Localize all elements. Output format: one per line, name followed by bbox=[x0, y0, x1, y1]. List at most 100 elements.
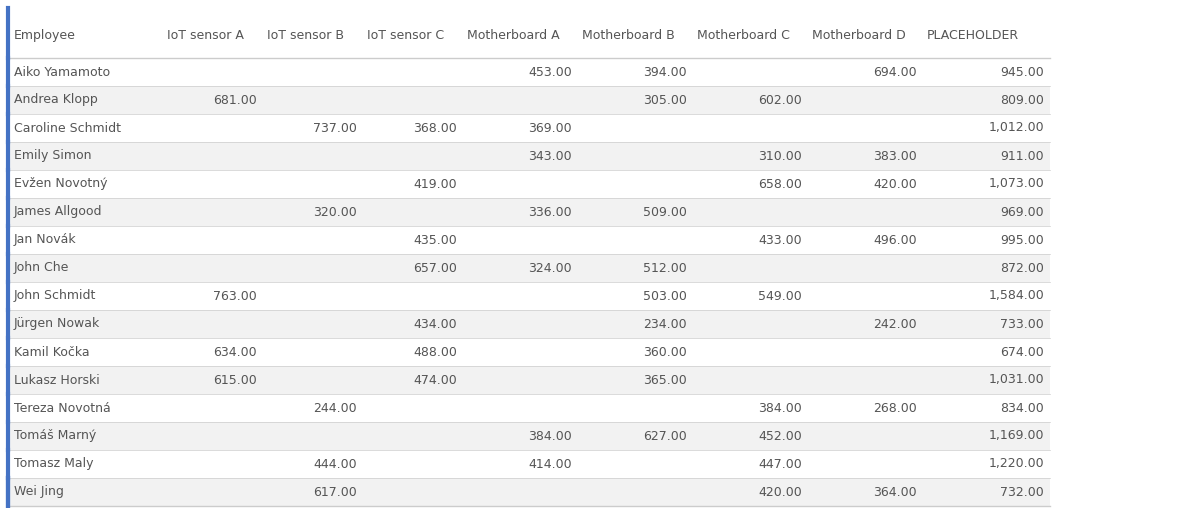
Bar bbox=[8, 310, 1050, 338]
Text: 1,073.00: 1,073.00 bbox=[988, 177, 1044, 190]
Text: 394.00: 394.00 bbox=[643, 66, 687, 79]
Text: 324.00: 324.00 bbox=[528, 262, 572, 274]
Text: 694.00: 694.00 bbox=[873, 66, 917, 79]
Text: 242.00: 242.00 bbox=[873, 318, 917, 331]
Text: 681.00: 681.00 bbox=[213, 93, 256, 107]
Text: Emily Simon: Emily Simon bbox=[14, 149, 91, 163]
Text: 634.00: 634.00 bbox=[214, 345, 256, 359]
Text: 1,584.00: 1,584.00 bbox=[988, 290, 1044, 302]
Text: 234.00: 234.00 bbox=[643, 318, 687, 331]
Text: 310.00: 310.00 bbox=[758, 149, 803, 163]
Text: 1,031.00: 1,031.00 bbox=[988, 373, 1044, 387]
Bar bbox=[8, 58, 1050, 86]
Text: 763.00: 763.00 bbox=[213, 290, 256, 302]
Text: Lukasz Horski: Lukasz Horski bbox=[14, 373, 99, 387]
Text: Motherboard A: Motherboard A bbox=[467, 29, 559, 42]
Bar bbox=[8, 86, 1050, 114]
Text: 420.00: 420.00 bbox=[758, 486, 803, 498]
Text: Aiko Yamamoto: Aiko Yamamoto bbox=[14, 66, 110, 79]
Text: John Schmidt: John Schmidt bbox=[14, 290, 97, 302]
Text: 268.00: 268.00 bbox=[873, 401, 917, 415]
Text: 1,012.00: 1,012.00 bbox=[988, 121, 1044, 135]
Text: Employee: Employee bbox=[14, 29, 76, 42]
Text: Motherboard C: Motherboard C bbox=[697, 29, 790, 42]
Bar bbox=[8, 450, 1050, 478]
Text: 658.00: 658.00 bbox=[758, 177, 803, 190]
Text: Caroline Schmidt: Caroline Schmidt bbox=[14, 121, 121, 135]
Text: 434.00: 434.00 bbox=[414, 318, 457, 331]
Text: 488.00: 488.00 bbox=[414, 345, 457, 359]
Bar bbox=[8, 170, 1050, 198]
Bar bbox=[8, 422, 1050, 450]
Text: 365.00: 365.00 bbox=[643, 373, 687, 387]
Text: 384.00: 384.00 bbox=[528, 429, 572, 442]
Text: Motherboard D: Motherboard D bbox=[812, 29, 905, 42]
Text: 435.00: 435.00 bbox=[414, 234, 457, 246]
Text: 945.00: 945.00 bbox=[1000, 66, 1044, 79]
Text: 1,169.00: 1,169.00 bbox=[988, 429, 1044, 442]
Text: 433.00: 433.00 bbox=[759, 234, 803, 246]
Text: 496.00: 496.00 bbox=[873, 234, 917, 246]
Text: IoT sensor C: IoT sensor C bbox=[366, 29, 444, 42]
Text: 674.00: 674.00 bbox=[1000, 345, 1044, 359]
Text: 732.00: 732.00 bbox=[1000, 486, 1044, 498]
Text: 809.00: 809.00 bbox=[1000, 93, 1044, 107]
Text: 733.00: 733.00 bbox=[1000, 318, 1044, 331]
Text: 343.00: 343.00 bbox=[528, 149, 572, 163]
Text: 383.00: 383.00 bbox=[873, 149, 917, 163]
Text: IoT sensor B: IoT sensor B bbox=[267, 29, 344, 42]
Text: 336.00: 336.00 bbox=[528, 206, 572, 218]
Text: 420.00: 420.00 bbox=[873, 177, 917, 190]
Text: 617.00: 617.00 bbox=[313, 486, 357, 498]
Text: 911.00: 911.00 bbox=[1000, 149, 1044, 163]
Text: 369.00: 369.00 bbox=[528, 121, 572, 135]
Text: Motherboard B: Motherboard B bbox=[582, 29, 675, 42]
Bar bbox=[8, 142, 1050, 170]
Text: 452.00: 452.00 bbox=[758, 429, 803, 442]
Text: Kamil Kočka: Kamil Kočka bbox=[14, 345, 90, 359]
Text: 360.00: 360.00 bbox=[643, 345, 687, 359]
Text: Tereza Novotná: Tereza Novotná bbox=[14, 401, 111, 415]
Text: 615.00: 615.00 bbox=[213, 373, 256, 387]
Bar bbox=[8, 254, 1050, 282]
Text: 453.00: 453.00 bbox=[528, 66, 572, 79]
Text: Tomasz Maly: Tomasz Maly bbox=[14, 458, 93, 470]
Text: James Allgood: James Allgood bbox=[14, 206, 103, 218]
Text: 244.00: 244.00 bbox=[313, 401, 357, 415]
Text: 414.00: 414.00 bbox=[528, 458, 572, 470]
Text: 320.00: 320.00 bbox=[313, 206, 357, 218]
Text: 364.00: 364.00 bbox=[873, 486, 917, 498]
Text: Tomáš Marný: Tomáš Marný bbox=[14, 429, 96, 442]
Text: 737.00: 737.00 bbox=[313, 121, 357, 135]
Text: 1,220.00: 1,220.00 bbox=[988, 458, 1044, 470]
Text: 447.00: 447.00 bbox=[758, 458, 803, 470]
Bar bbox=[8, 198, 1050, 226]
Text: Andrea Klopp: Andrea Klopp bbox=[14, 93, 98, 107]
Bar bbox=[8, 282, 1050, 310]
Text: 474.00: 474.00 bbox=[414, 373, 457, 387]
Text: PLACEHOLDER: PLACEHOLDER bbox=[927, 29, 1019, 42]
Bar bbox=[8, 8, 1050, 58]
Text: 384.00: 384.00 bbox=[758, 401, 803, 415]
Text: Wei Jing: Wei Jing bbox=[14, 486, 64, 498]
Text: 444.00: 444.00 bbox=[313, 458, 357, 470]
Text: 419.00: 419.00 bbox=[414, 177, 457, 190]
Bar bbox=[8, 366, 1050, 394]
Text: 509.00: 509.00 bbox=[643, 206, 687, 218]
Bar bbox=[8, 226, 1050, 254]
Text: 549.00: 549.00 bbox=[758, 290, 803, 302]
Bar bbox=[8, 478, 1050, 506]
Text: 602.00: 602.00 bbox=[758, 93, 803, 107]
Text: 995.00: 995.00 bbox=[1000, 234, 1044, 246]
Text: 368.00: 368.00 bbox=[414, 121, 457, 135]
Text: 305.00: 305.00 bbox=[643, 93, 687, 107]
Text: 512.00: 512.00 bbox=[643, 262, 687, 274]
Bar bbox=[8, 114, 1050, 142]
Text: Evžen Novotný: Evžen Novotný bbox=[14, 177, 108, 190]
Text: Jürgen Nowak: Jürgen Nowak bbox=[14, 318, 100, 331]
Bar bbox=[8, 338, 1050, 366]
Text: Jan Novák: Jan Novák bbox=[14, 234, 77, 246]
Bar bbox=[8, 394, 1050, 422]
Text: 627.00: 627.00 bbox=[643, 429, 687, 442]
Text: 969.00: 969.00 bbox=[1000, 206, 1044, 218]
